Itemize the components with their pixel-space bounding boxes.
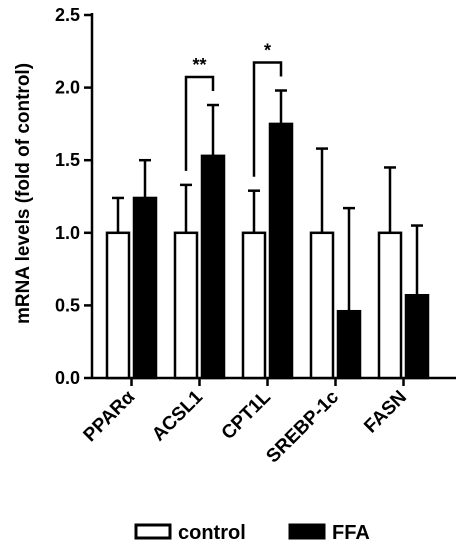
- x-tick-label: ACSL1: [148, 386, 207, 445]
- bars: [105, 122, 430, 380]
- y-axis-title: mRNA levels (fold of control): [13, 63, 34, 324]
- significance-bracket: [184, 75, 215, 171]
- x-tick-label: CPT1L: [218, 386, 276, 444]
- bar-control: [309, 231, 335, 380]
- y-tick-label: 1.0: [55, 223, 80, 243]
- legend-label-ffa: FFA: [332, 522, 370, 544]
- legend-swatch-ffa: [288, 523, 326, 540]
- bar-control: [377, 231, 403, 380]
- bar-ffa: [336, 309, 362, 380]
- legend-label-control: control: [178, 522, 246, 544]
- y-tick-label: 2.5: [55, 5, 80, 25]
- bar-control: [241, 231, 267, 380]
- y-tick-label: 0.5: [55, 295, 80, 315]
- legend-swatch-control: [134, 523, 172, 540]
- bar-ffa: [268, 122, 294, 380]
- bar-control: [173, 231, 199, 380]
- x-tick-label: PPARα: [80, 386, 140, 446]
- legend: control FFA: [134, 522, 370, 544]
- bar-ffa: [132, 196, 158, 380]
- bar-control: [105, 231, 131, 380]
- significance-label: *: [264, 41, 271, 61]
- bar-ffa: [404, 293, 430, 380]
- error-bars: [112, 89, 423, 312]
- y-ticks: 0.0 0.5 1.0 1.5 2.0 2.5: [55, 5, 92, 388]
- bar-ffa: [200, 154, 226, 380]
- x-tick-label: SREBP-1c: [262, 386, 343, 467]
- significance-annotations: ***: [184, 41, 283, 177]
- x-tick-label: FASN: [360, 387, 411, 438]
- y-tick-label: 1.5: [55, 150, 80, 170]
- y-tick-label: 0.0: [55, 368, 80, 388]
- significance-label: **: [192, 55, 206, 75]
- y-tick-label: 2.0: [55, 78, 80, 98]
- significance-bracket: [252, 61, 283, 177]
